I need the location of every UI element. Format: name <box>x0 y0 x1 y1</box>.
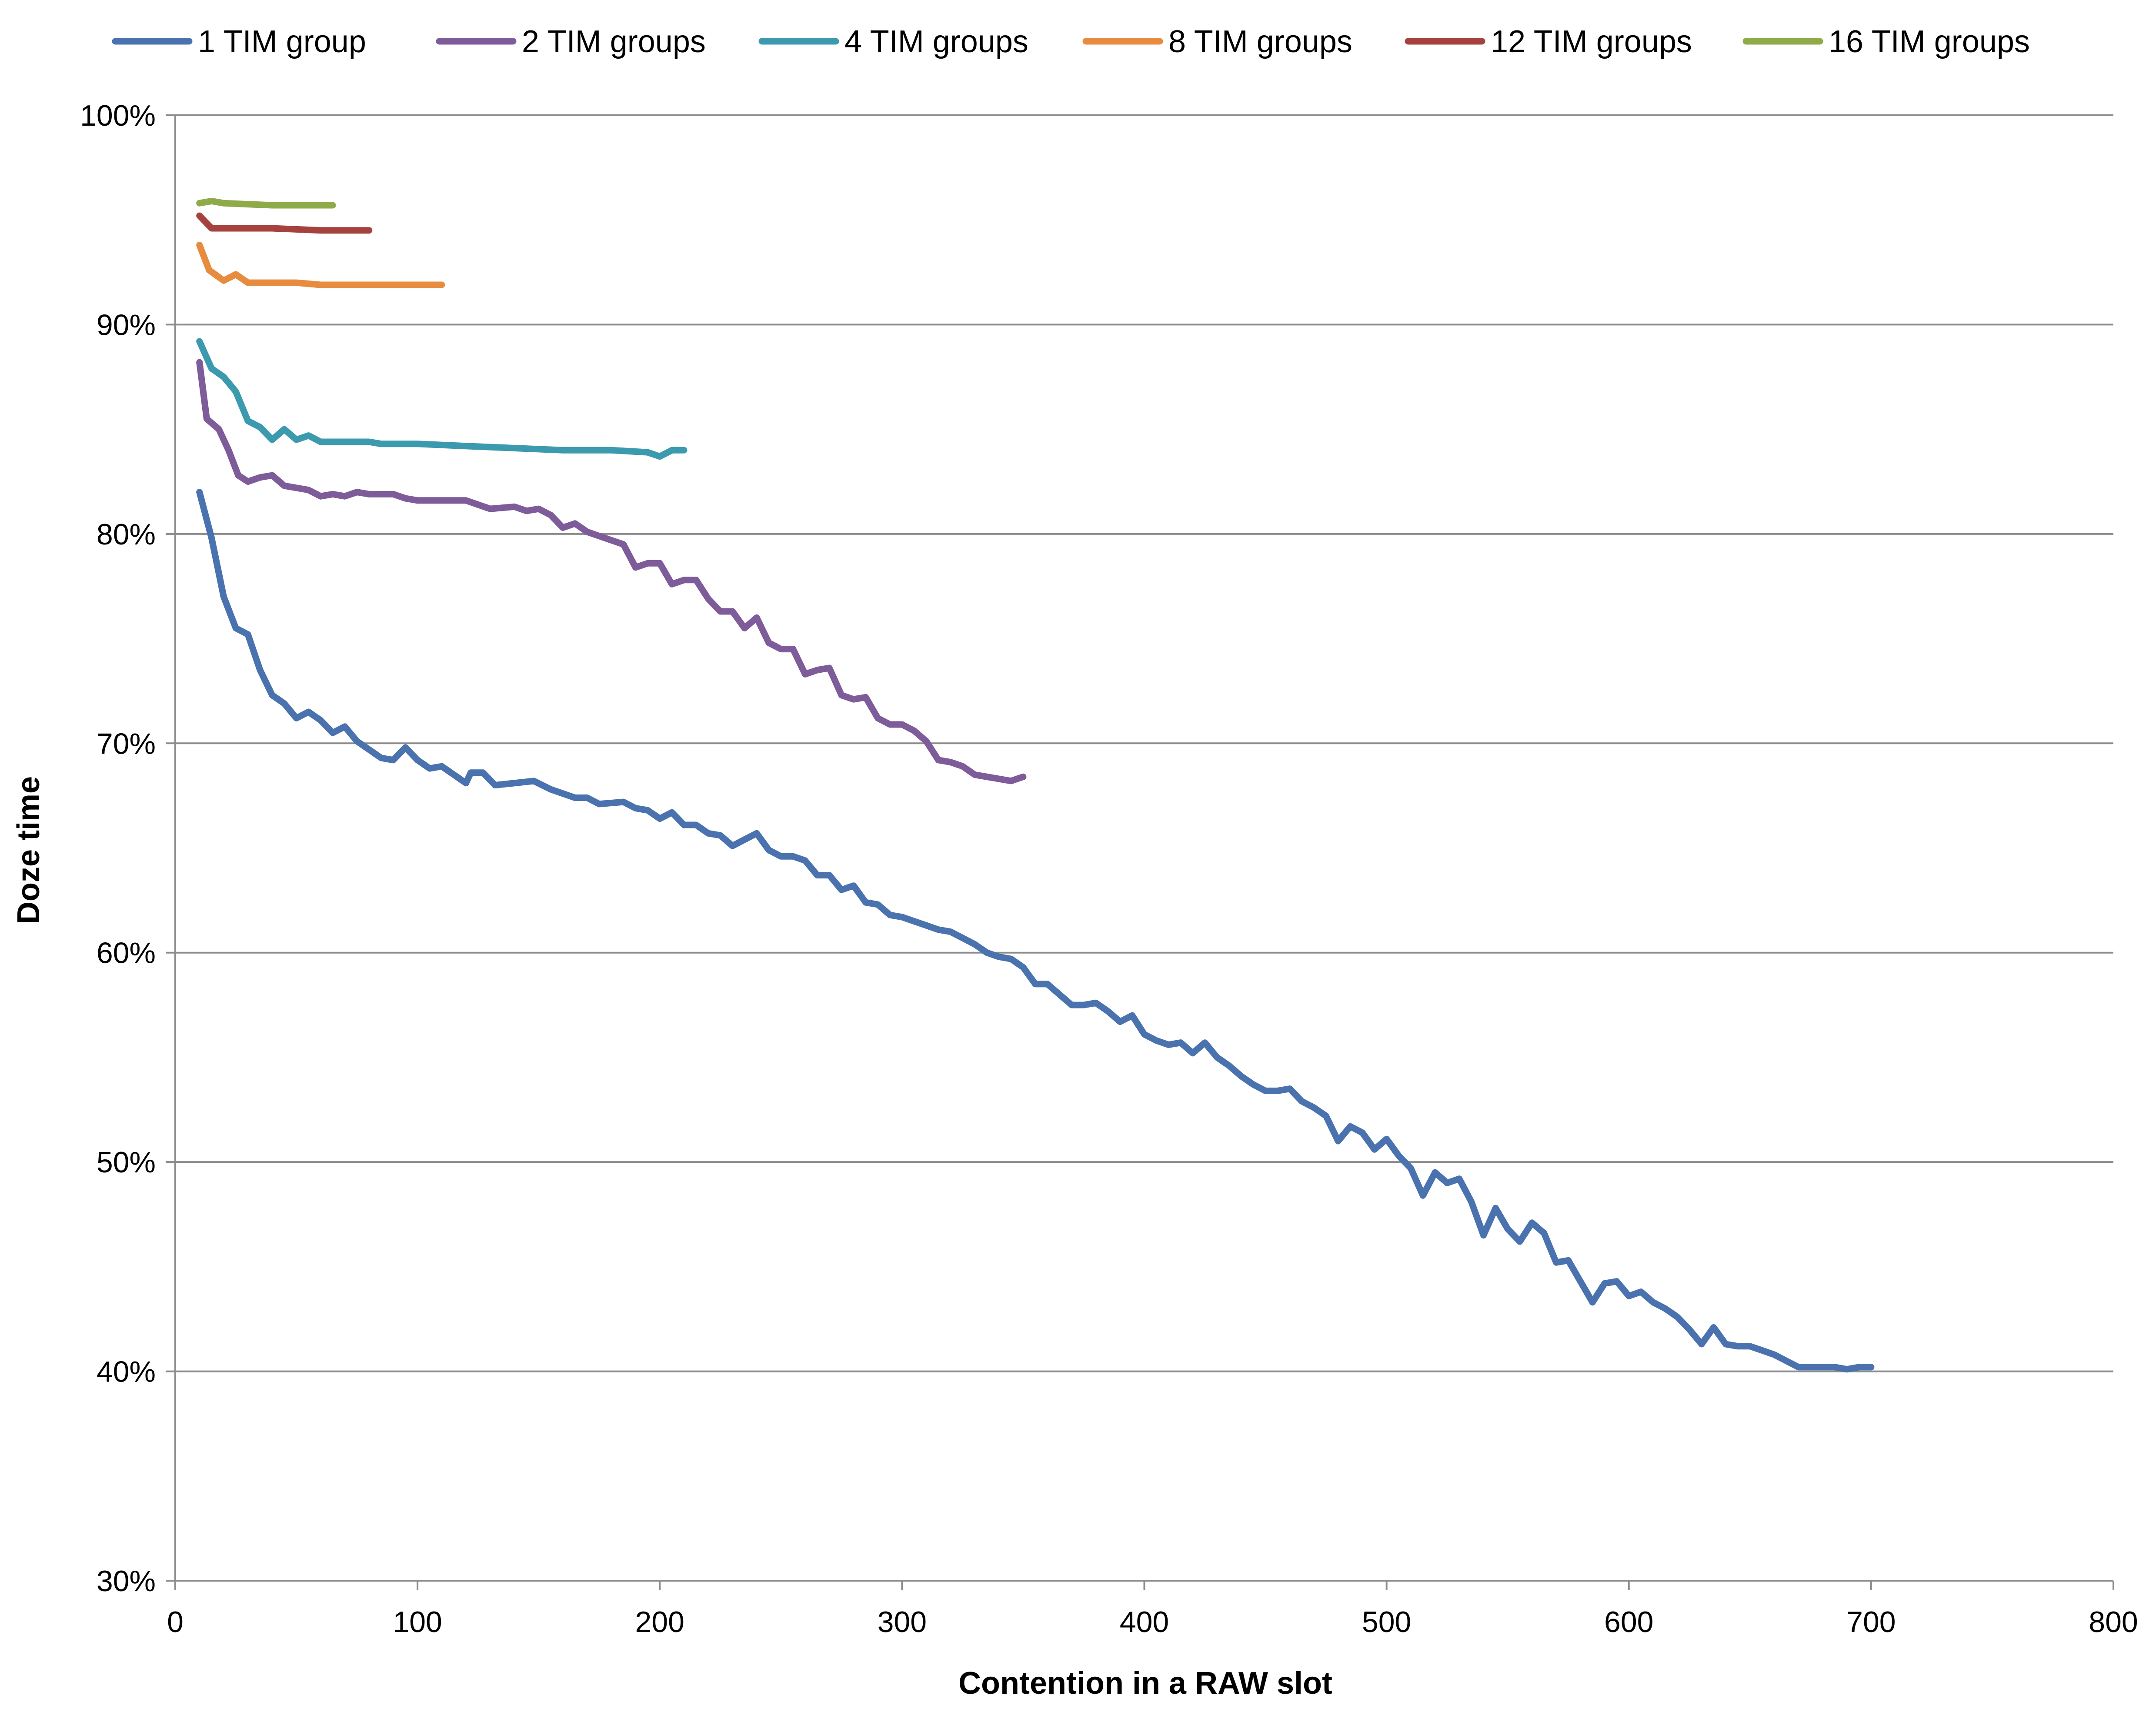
y-tick-label: 80% <box>97 518 156 551</box>
x-tick-label: 400 <box>1120 1606 1169 1639</box>
x-axis-label: Contention in a RAW slot <box>958 1666 1332 1701</box>
legend-label: 1 TIM group <box>198 24 366 59</box>
series-line-6 <box>196 197 336 209</box>
y-tick-label: 90% <box>97 308 156 341</box>
y-tick-label: 60% <box>97 937 156 970</box>
series-line-3 <box>196 338 688 460</box>
plot-series <box>196 197 1875 1373</box>
legend-label: 2 TIM groups <box>522 24 706 59</box>
series-line-4 <box>196 242 445 288</box>
y-tick-label: 30% <box>97 1565 156 1598</box>
x-tick-label: 800 <box>2089 1606 2138 1639</box>
x-tick-label: 200 <box>635 1606 684 1639</box>
y-axis-label: Doze time <box>11 776 46 924</box>
x-tick-label: 100 <box>393 1606 442 1639</box>
x-tick-label: 0 <box>167 1606 184 1639</box>
legend: 1 TIM group 2 TIM groups 4 TIM groups 8 TIM… <box>112 24 2030 59</box>
x-tick-label: 500 <box>1362 1606 1411 1639</box>
y-tick-label: 40% <box>97 1355 156 1389</box>
y-tick-label: 100% <box>80 99 156 132</box>
x-tick-label: 700 <box>1846 1606 1896 1639</box>
series-line-1 <box>196 489 1875 1373</box>
axes: 30% 40% 50% 60% 70% 80% 90% 100% 0 100 200 300 400 50… <box>80 99 2138 1639</box>
legend-label: 8 TIM groups <box>1168 24 1352 59</box>
gridlines <box>175 114 2113 1372</box>
y-tick-label: 70% <box>97 727 156 760</box>
legend-label: 16 TIM groups <box>1829 24 2030 59</box>
series-line-5 <box>196 212 373 234</box>
legend-label: 4 TIM groups <box>844 24 1028 59</box>
y-tick-label: 50% <box>97 1146 156 1179</box>
series-line-2 <box>196 359 1027 784</box>
legend-label: 12 TIM groups <box>1491 24 1692 59</box>
x-tick-label: 300 <box>878 1606 927 1639</box>
x-tick-label: 600 <box>1604 1606 1653 1639</box>
